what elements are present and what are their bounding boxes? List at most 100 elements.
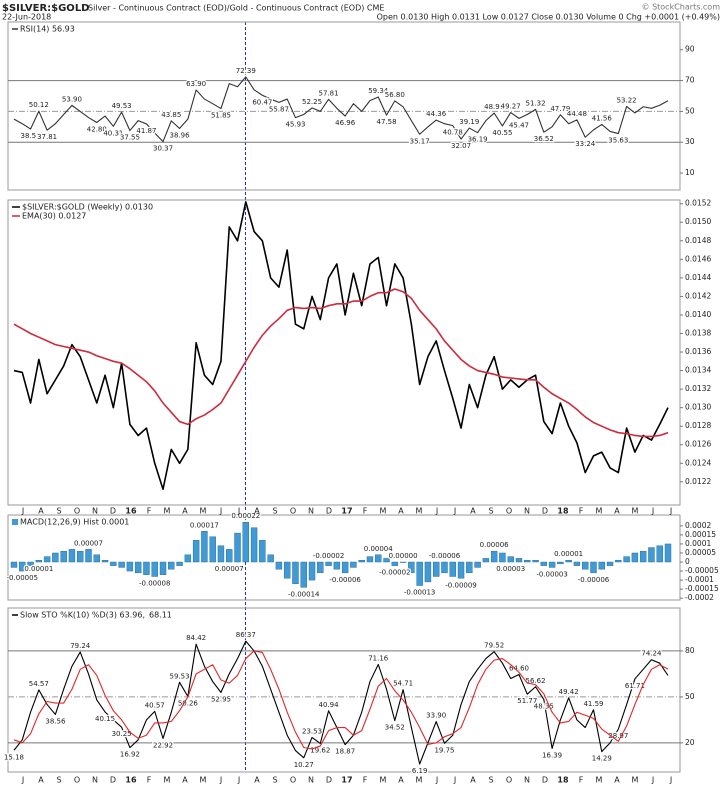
x-tick-label: A [398, 776, 404, 785]
x-tick-label: A [182, 507, 188, 516]
value-label: 40.78 [443, 129, 463, 137]
x-tick-label: M [596, 507, 603, 516]
value-label: 52.95 [211, 695, 231, 703]
y-tick-label: 0.0132 [685, 384, 711, 393]
value-label: 0.00022 [231, 512, 260, 520]
histogram-bar [490, 550, 498, 563]
value-label: 56.62 [526, 677, 546, 685]
y-tick-label: 0.0128 [685, 421, 711, 430]
x-tick-label: N [92, 776, 98, 785]
value-label: -0.00013 [404, 589, 435, 597]
legend-label: RSI(14) 56.93 [20, 25, 75, 34]
y-tick-label: 20 [685, 738, 695, 747]
histogram-bar [250, 527, 258, 563]
value-label: 19.75 [434, 746, 454, 754]
x-tick-label: 18 [557, 507, 569, 516]
x-tick-label: S [56, 776, 61, 785]
x-tick-label: M [200, 507, 207, 516]
histogram-bar [648, 547, 655, 563]
value-label: 36.52 [534, 135, 554, 143]
value-label: 15.18 [4, 753, 24, 761]
histogram-bar [192, 540, 200, 563]
value-label: 45.47 [509, 121, 529, 129]
y-tick-label: 0.0152 [685, 199, 711, 208]
x-tick-label: M [380, 776, 387, 785]
value-label: 16.39 [542, 751, 562, 759]
legend-label: 68.11 [149, 611, 172, 620]
histogram-bar [234, 532, 241, 563]
x-tick-label: D [326, 507, 332, 516]
x-tick-label: J [435, 507, 438, 516]
histogram-bar [631, 552, 639, 563]
value-label: 6.19 [412, 767, 428, 775]
x-tick-label: F [579, 507, 584, 516]
value-label: 35.17 [410, 137, 430, 145]
value-label: 47.79 [550, 105, 570, 113]
value-label: 56.80 [385, 91, 405, 99]
value-label: 60.47 [252, 98, 272, 106]
x-tick-label: A [38, 776, 44, 785]
histogram-bar [639, 550, 647, 563]
y-tick-label: -0.00005 [685, 566, 719, 575]
x-tick-label: F [147, 776, 152, 785]
panel-frame [7, 607, 681, 773]
value-label: -0.00008 [139, 579, 170, 587]
histogram-bar [292, 561, 299, 584]
histogram-bar [267, 554, 274, 563]
x-tick-label: J [435, 776, 438, 785]
value-label: 38.55 [21, 132, 41, 140]
y-tick-label: 0.0150 [685, 217, 711, 226]
x-tick-label: 17 [341, 776, 352, 785]
histogram-bar [399, 561, 407, 563]
value-label: 86.37 [236, 631, 256, 639]
chart-date: 22-Jun-2018 [2, 13, 51, 22]
series-line [13, 640, 669, 765]
chart-subtitle: Silver - Continuous Contract (EOD)/Gold … [88, 4, 384, 13]
histogram-bar [143, 561, 150, 575]
histogram-bar [424, 561, 432, 583]
x-tick-label: S [272, 507, 277, 516]
histogram-bar [565, 560, 572, 563]
x-tick-label: M [416, 507, 423, 516]
x-tick-label: F [363, 507, 368, 516]
value-label: 0.00001 [554, 550, 583, 558]
histogram-bar [358, 560, 365, 563]
x-tick-label: A [398, 507, 404, 516]
x-tick-label: M [164, 776, 171, 785]
histogram-bar [350, 561, 357, 568]
value-label: -0.00006 [578, 576, 610, 584]
x-tick-label: A [182, 776, 188, 785]
x-tick-label: 16 [125, 776, 137, 785]
histogram-bar [308, 561, 316, 581]
value-label: 41.59 [583, 700, 603, 708]
x-tick-label: O [290, 507, 296, 516]
value-label: 33.90 [426, 712, 446, 720]
y-tick-label: -0.0002 [685, 593, 714, 602]
histogram-bar [433, 561, 440, 577]
y-tick-label: -0.00015 [685, 584, 719, 593]
histogram-bar [300, 561, 307, 588]
panel-frame [7, 21, 681, 191]
x-tick-label: J [219, 507, 222, 516]
histogram-bar [118, 561, 125, 568]
value-label: 44.48 [567, 110, 587, 118]
histogram-bar [317, 561, 324, 574]
x-tick-label: F [147, 507, 152, 516]
value-label: 51.77 [517, 697, 537, 705]
histogram-bar [333, 561, 341, 570]
x-tick-label: J [219, 776, 222, 785]
panel-frame [7, 514, 681, 601]
histogram-bar [283, 561, 291, 579]
histogram-bar [507, 556, 514, 563]
y-tick-label: 0.0001 [685, 539, 711, 548]
histogram-bar [466, 561, 473, 574]
value-label: 52.25 [302, 98, 322, 106]
histogram-bar [242, 522, 249, 563]
credit: © StockCharts.com [642, 3, 721, 12]
value-label: 45.93 [285, 121, 305, 129]
value-label: 84.42 [186, 634, 206, 642]
histogram-bar [85, 549, 92, 563]
x-tick-label: S [488, 776, 493, 785]
value-label: 38.56 [45, 717, 66, 725]
x-tick-label: A [470, 776, 476, 785]
